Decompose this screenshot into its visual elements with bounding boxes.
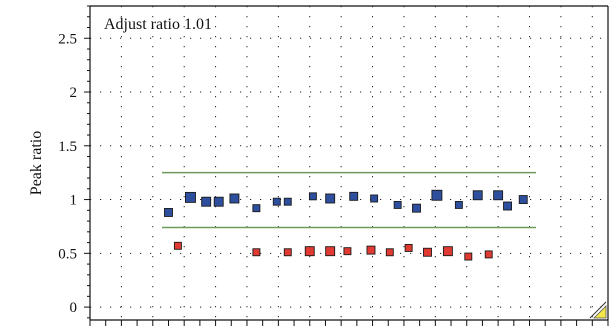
data-point-s0-14 [431,189,443,201]
data-point-s1-5 [343,247,352,256]
data-point-s1-6 [366,245,376,255]
data-point-s0-15 [454,200,463,209]
data-point-s0-8 [308,192,317,201]
data-point-s1-7 [385,248,394,257]
y-tick-label-1: 0.5 [58,246,77,262]
corner-marker [589,301,607,319]
data-point-s0-19 [518,195,528,205]
data-point-s1-8 [404,244,413,252]
y-tick-label-3: 1.5 [58,139,77,155]
data-point-s0-16 [472,190,483,201]
y-tick-label-5: 2.5 [58,31,77,47]
data-point-s0-13 [412,203,421,213]
data-point-s1-2 [283,248,292,257]
data-point-s0-5 [252,204,261,213]
data-point-s0-0 [164,208,173,217]
annotation-text: Adjust ratio 1.01 [104,16,212,33]
gridlines [90,6,608,320]
data-point-s0-3 [213,196,224,207]
data-point-s1-11 [464,252,473,261]
y-axis-label: Peak ratio [28,131,45,195]
data-point-s0-1 [185,191,196,203]
data-point-s0-9 [325,193,336,204]
x-axis-ticks [89,320,609,326]
data-point-s1-10 [442,246,453,257]
y-tick-label-4: 2 [70,85,78,101]
data-point-s1-12 [484,250,493,259]
data-point-s0-17 [493,190,504,201]
data-point-s1-0 [173,241,182,250]
y-axis-ticks: 0 0.5 1 1.5 2 2.5 [58,5,90,319]
data-point-s1-9 [423,247,432,257]
data-point-s0-18 [503,201,512,211]
reference-lines [162,171,536,229]
corner-diagonal [589,301,607,319]
y-tick-label-2: 1 [70,193,78,209]
data-point-s0-12 [393,200,402,209]
data-point-s1-1 [252,248,261,257]
data-point-s0-6 [272,197,281,206]
data-point-s1-3 [304,246,315,257]
data-point-s0-2 [201,196,212,207]
data-points [164,189,528,261]
corner-triangle [593,305,607,319]
plot-frame [89,5,609,321]
data-point-s0-4 [229,193,240,204]
y-tick-label-0: 0 [70,300,78,316]
data-point-s1-4 [325,246,336,257]
data-point-s0-11 [370,194,379,203]
data-point-s0-7 [283,197,292,206]
data-point-s0-10 [349,191,359,201]
